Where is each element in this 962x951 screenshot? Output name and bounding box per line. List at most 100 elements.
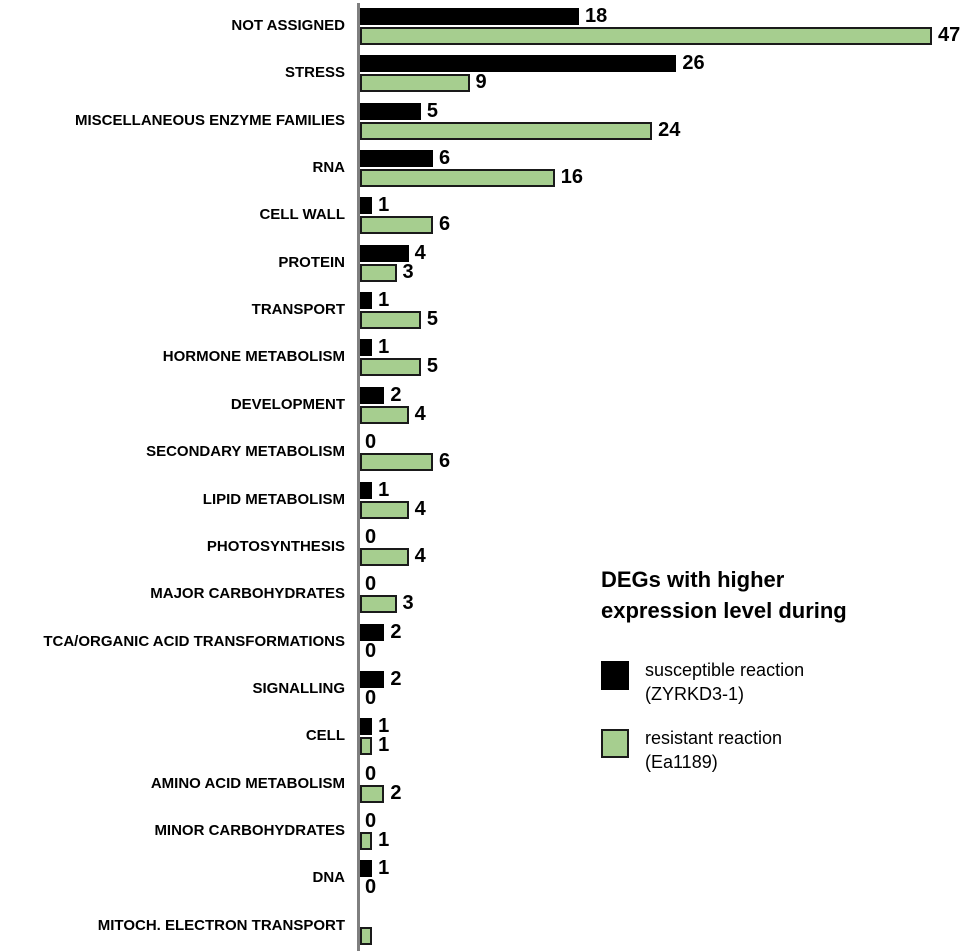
category-label: NOT ASSIGNED: [231, 17, 345, 34]
category-row: PROTEIN 4 3: [0, 238, 962, 285]
resistant-value-label: 16: [560, 166, 583, 189]
susceptible-value-label: 0: [365, 762, 377, 785]
category-label: LIPID METABOLISM: [202, 490, 345, 508]
category-label: SECONDARY METABOLISM: [146, 443, 345, 461]
resistant-bar: [360, 121, 652, 140]
category-row: DNA 1 0: [0, 853, 962, 900]
legend-title-line2: expression level during: [601, 598, 847, 623]
resistant-bar: [360, 216, 433, 235]
resistant-bar: [360, 784, 384, 803]
susceptible-value-label: 4: [414, 241, 426, 264]
resistant-bar: [360, 737, 372, 756]
resistant-value-label: 0: [365, 639, 377, 662]
category-label: TCA/ORGANIC ACID TRANSFORMATIONS: [43, 632, 345, 650]
category-row: TRANSPORT 1 5: [0, 285, 962, 332]
resistant-bar: [360, 453, 433, 472]
category-row: MITOCH. ELECTRON TRANSPORT: [0, 901, 962, 948]
resistant-bar: [360, 74, 470, 93]
category-row: CELL 1 1: [0, 711, 962, 758]
susceptible-value-label: 2: [390, 383, 402, 406]
legend-label-susceptible: susceptible reaction (ZYRKD3-1): [645, 658, 804, 706]
resistant-value-label: 5: [426, 355, 438, 378]
category-row: HORMONE METABOLISM 1 5: [0, 332, 962, 379]
susceptible-value-label: 0: [365, 573, 377, 596]
category-row: RNA 6 16: [0, 143, 962, 190]
category-label: PROTEIN: [278, 253, 345, 271]
resistant-bar: [360, 405, 409, 424]
legend-swatch-resistant: [601, 729, 629, 758]
resistant-bar: [360, 547, 409, 566]
category-label: AMINO ACID METABOLISM: [150, 774, 345, 792]
resistant-bar: [360, 500, 409, 519]
category-label: MINOR CARBOHYDRATES: [154, 821, 345, 839]
category-axis-line: [357, 3, 360, 951]
resistant-value-label: 47: [937, 24, 961, 46]
resistant-value-label: 4: [414, 497, 426, 520]
legend: DEGs with higher expression level during…: [601, 564, 961, 772]
susceptible-value-label: 26: [682, 52, 705, 75]
resistant-value-label: 1: [378, 828, 390, 851]
category-row: TCA/ORGANIC ACID TRANSFORMATIONS 2 0: [0, 617, 962, 664]
susceptible-value-label: 0: [365, 525, 377, 548]
susceptible-value-label: 1: [378, 478, 390, 501]
resistant-value-label: 4: [414, 402, 426, 425]
category-label: HORMONE METABOLISM: [162, 348, 345, 366]
susceptible-value-label: 1: [378, 857, 390, 880]
category-row: SIGNALLING 2 0: [0, 664, 962, 711]
susceptible-bar: [360, 481, 372, 499]
category-row: DEVELOPMENT 2 4: [0, 380, 962, 427]
susceptible-value-label: 5: [426, 99, 438, 122]
susceptible-value-label: 18: [585, 5, 608, 27]
susceptible-bar: [360, 197, 372, 215]
category-row: MAJOR CARBOHYDRATES 0 3: [0, 569, 962, 616]
legend-label-susceptible-line2: (ZYRKD3-1): [645, 684, 745, 704]
resistant-bar: [360, 169, 555, 188]
susceptible-bar: [360, 55, 676, 73]
susceptible-value-label: 6: [439, 147, 451, 170]
resistant-value-label: 6: [439, 213, 451, 236]
category-label: MISCELLANEOUS ENZYME FAMILIES: [74, 111, 345, 129]
susceptible-value-label: 1: [378, 194, 390, 217]
legend-label-resistant-line1: resistant reaction: [645, 728, 783, 748]
susceptible-bar: [360, 860, 372, 878]
legend-swatch-susceptible: [601, 661, 629, 690]
category-row: MINOR CARBOHYDRATES 0 1: [0, 806, 962, 853]
susceptible-bar: [360, 339, 372, 357]
susceptible-value-label: 0: [365, 809, 377, 832]
legend-label-resistant: resistant reaction (Ea1189): [645, 726, 782, 774]
susceptible-bar: [360, 670, 384, 688]
resistant-value-label: 9: [475, 71, 487, 94]
category-row: CELL WALL 1 6: [0, 190, 962, 237]
susceptible-bar: [360, 386, 384, 404]
susceptible-value-label: 2: [390, 667, 402, 690]
category-label: MITOCH. ELECTRON TRANSPORT: [97, 916, 345, 934]
legend-label-resistant-line2: (Ea1189): [645, 752, 718, 772]
category-row: NOT ASSIGNED 18 47: [0, 1, 962, 48]
category-row: MISCELLANEOUS ENZYME FAMILIES 5 24: [0, 96, 962, 143]
resistant-value-label: 24: [658, 118, 681, 141]
susceptible-value-label: 2: [390, 620, 402, 643]
category-label: PHOTOSYNTHESIS: [206, 537, 345, 555]
category-row: SECONDARY METABOLISM 0 6: [0, 427, 962, 474]
susceptible-bar: [360, 718, 372, 736]
resistant-value-label: 2: [390, 781, 402, 804]
susceptible-value-label: 0: [365, 431, 377, 454]
susceptible-value-label: 1: [378, 289, 390, 312]
category-label: TRANSPORT: [251, 301, 345, 319]
susceptible-bar: [360, 150, 433, 168]
category-row: LIPID METABOLISM 1 4: [0, 475, 962, 522]
category-label: MAJOR CARBOHYDRATES: [150, 585, 345, 603]
category-row: STRESS 26 9: [0, 48, 962, 95]
resistant-bar: [360, 311, 421, 330]
category-label: CELL WALL: [259, 206, 345, 224]
resistant-bar: [360, 926, 372, 945]
resistant-bar: [360, 27, 932, 45]
resistant-value-label: 0: [365, 686, 377, 709]
susceptible-value-label: 1: [378, 336, 390, 359]
resistant-bar: [360, 595, 397, 614]
category-label: DNA: [312, 869, 346, 887]
resistant-value-label: 3: [402, 260, 414, 283]
resistant-value-label: 0: [365, 876, 377, 899]
category-label: STRESS: [284, 64, 345, 82]
